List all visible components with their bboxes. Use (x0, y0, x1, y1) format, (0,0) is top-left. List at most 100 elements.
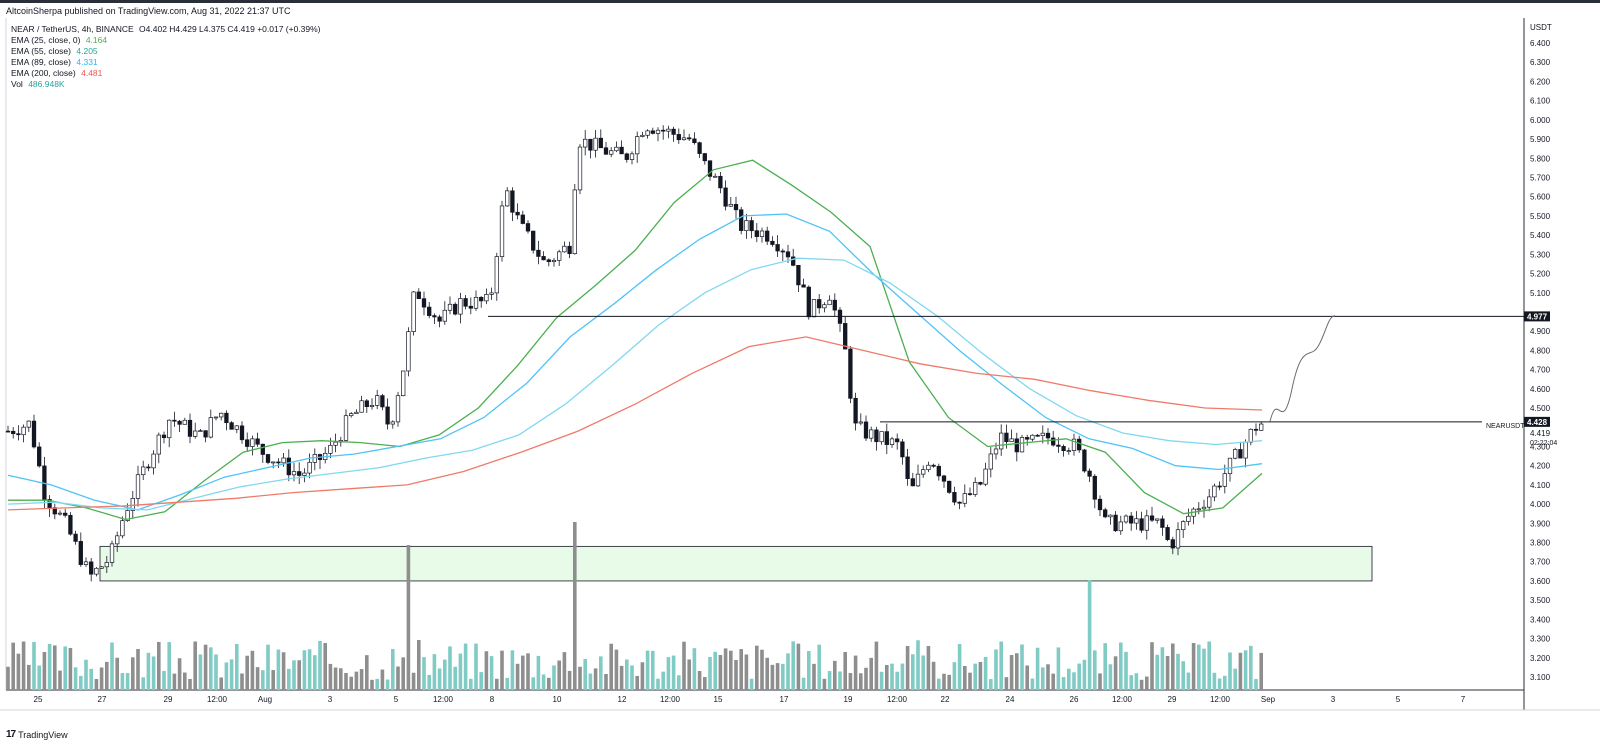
candle[interactable] (395, 395, 401, 423)
candle[interactable] (640, 134, 645, 137)
candle[interactable] (780, 250, 785, 253)
candle[interactable] (1108, 514, 1113, 518)
candle[interactable] (801, 284, 806, 288)
candle[interactable] (26, 420, 31, 428)
volume-row[interactable]: Vol 486.948K (11, 79, 321, 90)
candle[interactable] (16, 433, 21, 436)
candle[interactable] (811, 299, 817, 318)
candle[interactable] (785, 251, 791, 258)
candle[interactable] (947, 480, 952, 493)
candle[interactable] (73, 533, 78, 542)
candle[interactable] (619, 146, 624, 155)
candle[interactable] (68, 514, 73, 535)
ema200-row[interactable]: EMA (200, close) 4.481 (11, 68, 321, 79)
candle[interactable] (463, 298, 468, 307)
candle[interactable] (702, 153, 707, 162)
candle[interactable] (1113, 514, 1118, 532)
candle[interactable] (900, 441, 905, 458)
candle[interactable] (31, 420, 37, 448)
candle[interactable] (328, 444, 333, 454)
candle[interactable] (973, 482, 978, 495)
candle[interactable] (1149, 515, 1155, 521)
candle[interactable] (130, 498, 135, 511)
candle[interactable] (151, 453, 156, 469)
candle[interactable] (1217, 485, 1222, 488)
candle[interactable] (848, 348, 853, 399)
candle[interactable] (832, 299, 837, 311)
candle[interactable] (1155, 518, 1160, 521)
candle[interactable] (957, 501, 962, 504)
candle[interactable] (650, 130, 655, 134)
candle[interactable] (369, 404, 375, 407)
candle[interactable] (687, 137, 692, 140)
candle[interactable] (505, 190, 510, 207)
candle[interactable] (921, 469, 926, 475)
candle[interactable] (333, 441, 338, 446)
candle[interactable] (432, 315, 437, 318)
candle[interactable] (624, 153, 629, 160)
candle[interactable] (286, 457, 291, 476)
candle[interactable] (141, 466, 146, 476)
candle[interactable] (1222, 473, 1227, 487)
candle[interactable] (177, 420, 182, 425)
candle[interactable] (1212, 485, 1217, 498)
candle[interactable] (593, 137, 598, 151)
candle[interactable] (1139, 518, 1144, 531)
candle[interactable] (219, 412, 224, 418)
candle[interactable] (94, 567, 99, 575)
candle[interactable] (1004, 432, 1009, 443)
candle[interactable] (1082, 449, 1087, 472)
candle[interactable] (744, 220, 749, 231)
projection-path[interactable] (1269, 315, 1336, 422)
candle[interactable] (47, 499, 52, 509)
candle[interactable] (427, 306, 432, 316)
candle[interactable] (510, 190, 515, 213)
candle[interactable] (208, 417, 213, 438)
candle[interactable] (447, 303, 453, 311)
candle[interactable] (1170, 539, 1175, 549)
candle[interactable] (260, 443, 265, 455)
candle[interactable] (603, 147, 609, 155)
candle[interactable] (385, 406, 390, 425)
candle[interactable] (999, 432, 1004, 450)
candle[interactable] (843, 323, 848, 350)
candle[interactable] (583, 138, 588, 148)
candle[interactable] (390, 421, 395, 425)
candle[interactable] (884, 431, 889, 445)
candle[interactable] (567, 245, 572, 255)
candle[interactable] (5, 430, 11, 433)
candle[interactable] (83, 561, 89, 565)
candle[interactable] (895, 438, 900, 443)
candle[interactable] (468, 305, 473, 309)
candle[interactable] (531, 230, 536, 251)
candle[interactable] (661, 129, 666, 132)
candle[interactable] (115, 535, 120, 545)
candle[interactable] (905, 456, 910, 479)
candle[interactable] (499, 205, 505, 257)
candle[interactable] (707, 160, 713, 177)
candle[interactable] (1227, 457, 1233, 475)
candle[interactable] (1118, 521, 1123, 532)
candle[interactable] (193, 430, 198, 437)
ema25-row[interactable]: EMA (25, close, 0) 4.164 (11, 35, 321, 46)
candle[interactable] (551, 259, 557, 263)
candle[interactable] (1097, 498, 1103, 511)
candle[interactable] (863, 421, 869, 439)
candle[interactable] (676, 134, 681, 141)
candle[interactable] (213, 416, 219, 419)
candle[interactable] (1040, 432, 1045, 436)
candle[interactable] (375, 395, 380, 406)
candle[interactable] (822, 304, 827, 309)
candle[interactable] (858, 421, 863, 424)
candle[interactable] (359, 400, 364, 413)
candle[interactable] (983, 468, 988, 485)
candle[interactable] (515, 211, 520, 216)
candle[interactable] (239, 425, 245, 441)
candle[interactable] (1201, 506, 1207, 510)
candle[interactable] (406, 331, 411, 372)
candle[interactable] (536, 249, 541, 257)
candle[interactable] (11, 430, 16, 435)
candle[interactable] (520, 214, 525, 224)
candle[interactable] (182, 419, 187, 425)
candle[interactable] (494, 256, 499, 294)
